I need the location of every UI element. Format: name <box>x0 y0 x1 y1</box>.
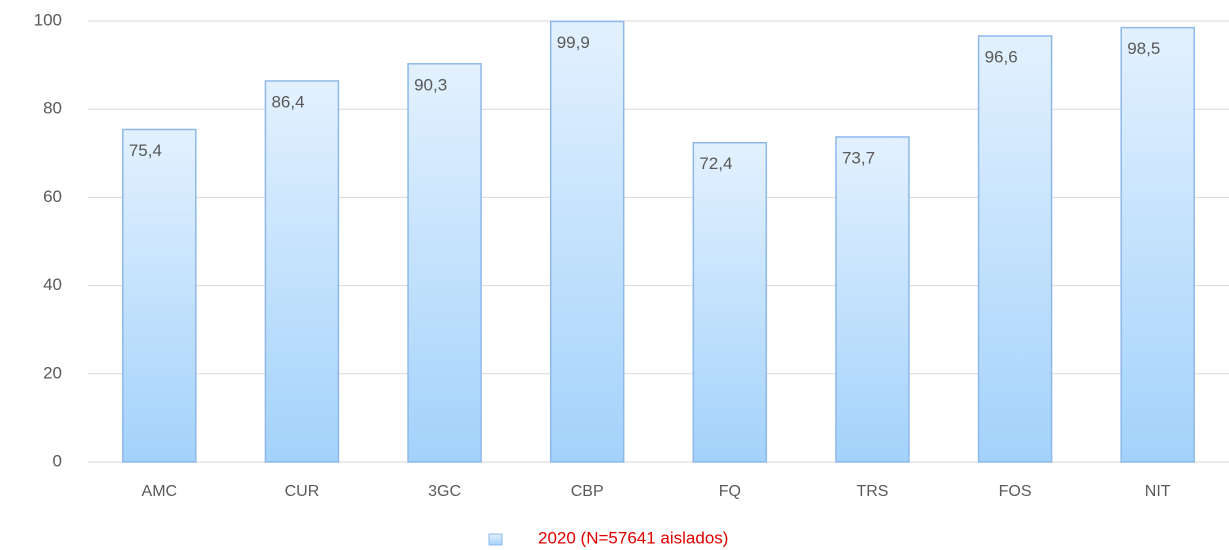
bar <box>977 35 1053 463</box>
value-label: 75,4 <box>129 141 162 160</box>
x-tick-label: NIT <box>1145 483 1171 500</box>
legend-label: 2020 (N=57641 aislados) <box>538 528 728 547</box>
x-tick-label: FOS <box>999 483 1032 500</box>
bar <box>835 136 910 463</box>
bar <box>407 63 482 463</box>
bar <box>264 80 340 463</box>
y-tick-label: 100 <box>34 10 62 29</box>
y-tick-label: 20 <box>43 363 62 382</box>
x-tick-label: TRS <box>856 483 888 500</box>
x-tick-label: 3GC <box>428 483 461 500</box>
y-tick-label: 80 <box>43 99 62 118</box>
legend-swatch <box>488 533 503 546</box>
value-label: 86,4 <box>271 92 304 111</box>
bar <box>122 128 197 463</box>
x-tick-label: CUR <box>285 483 320 500</box>
value-label: 90,3 <box>414 75 447 94</box>
y-tick-label: 0 <box>53 451 62 470</box>
value-label: 99,9 <box>557 33 590 52</box>
y-tick-label: 60 <box>43 187 62 206</box>
value-label: 98,5 <box>1127 39 1160 58</box>
x-tick-label: FQ <box>719 483 741 500</box>
bar <box>549 20 625 463</box>
y-tick-label: 40 <box>43 275 62 294</box>
x-tick-label: CBP <box>571 483 604 500</box>
bar <box>692 141 768 463</box>
x-tick-label: AMC <box>142 483 178 500</box>
value-label: 72,4 <box>699 154 732 173</box>
bar <box>1120 26 1195 463</box>
value-label: 96,6 <box>985 47 1018 66</box>
value-label: 73,7 <box>842 148 875 167</box>
